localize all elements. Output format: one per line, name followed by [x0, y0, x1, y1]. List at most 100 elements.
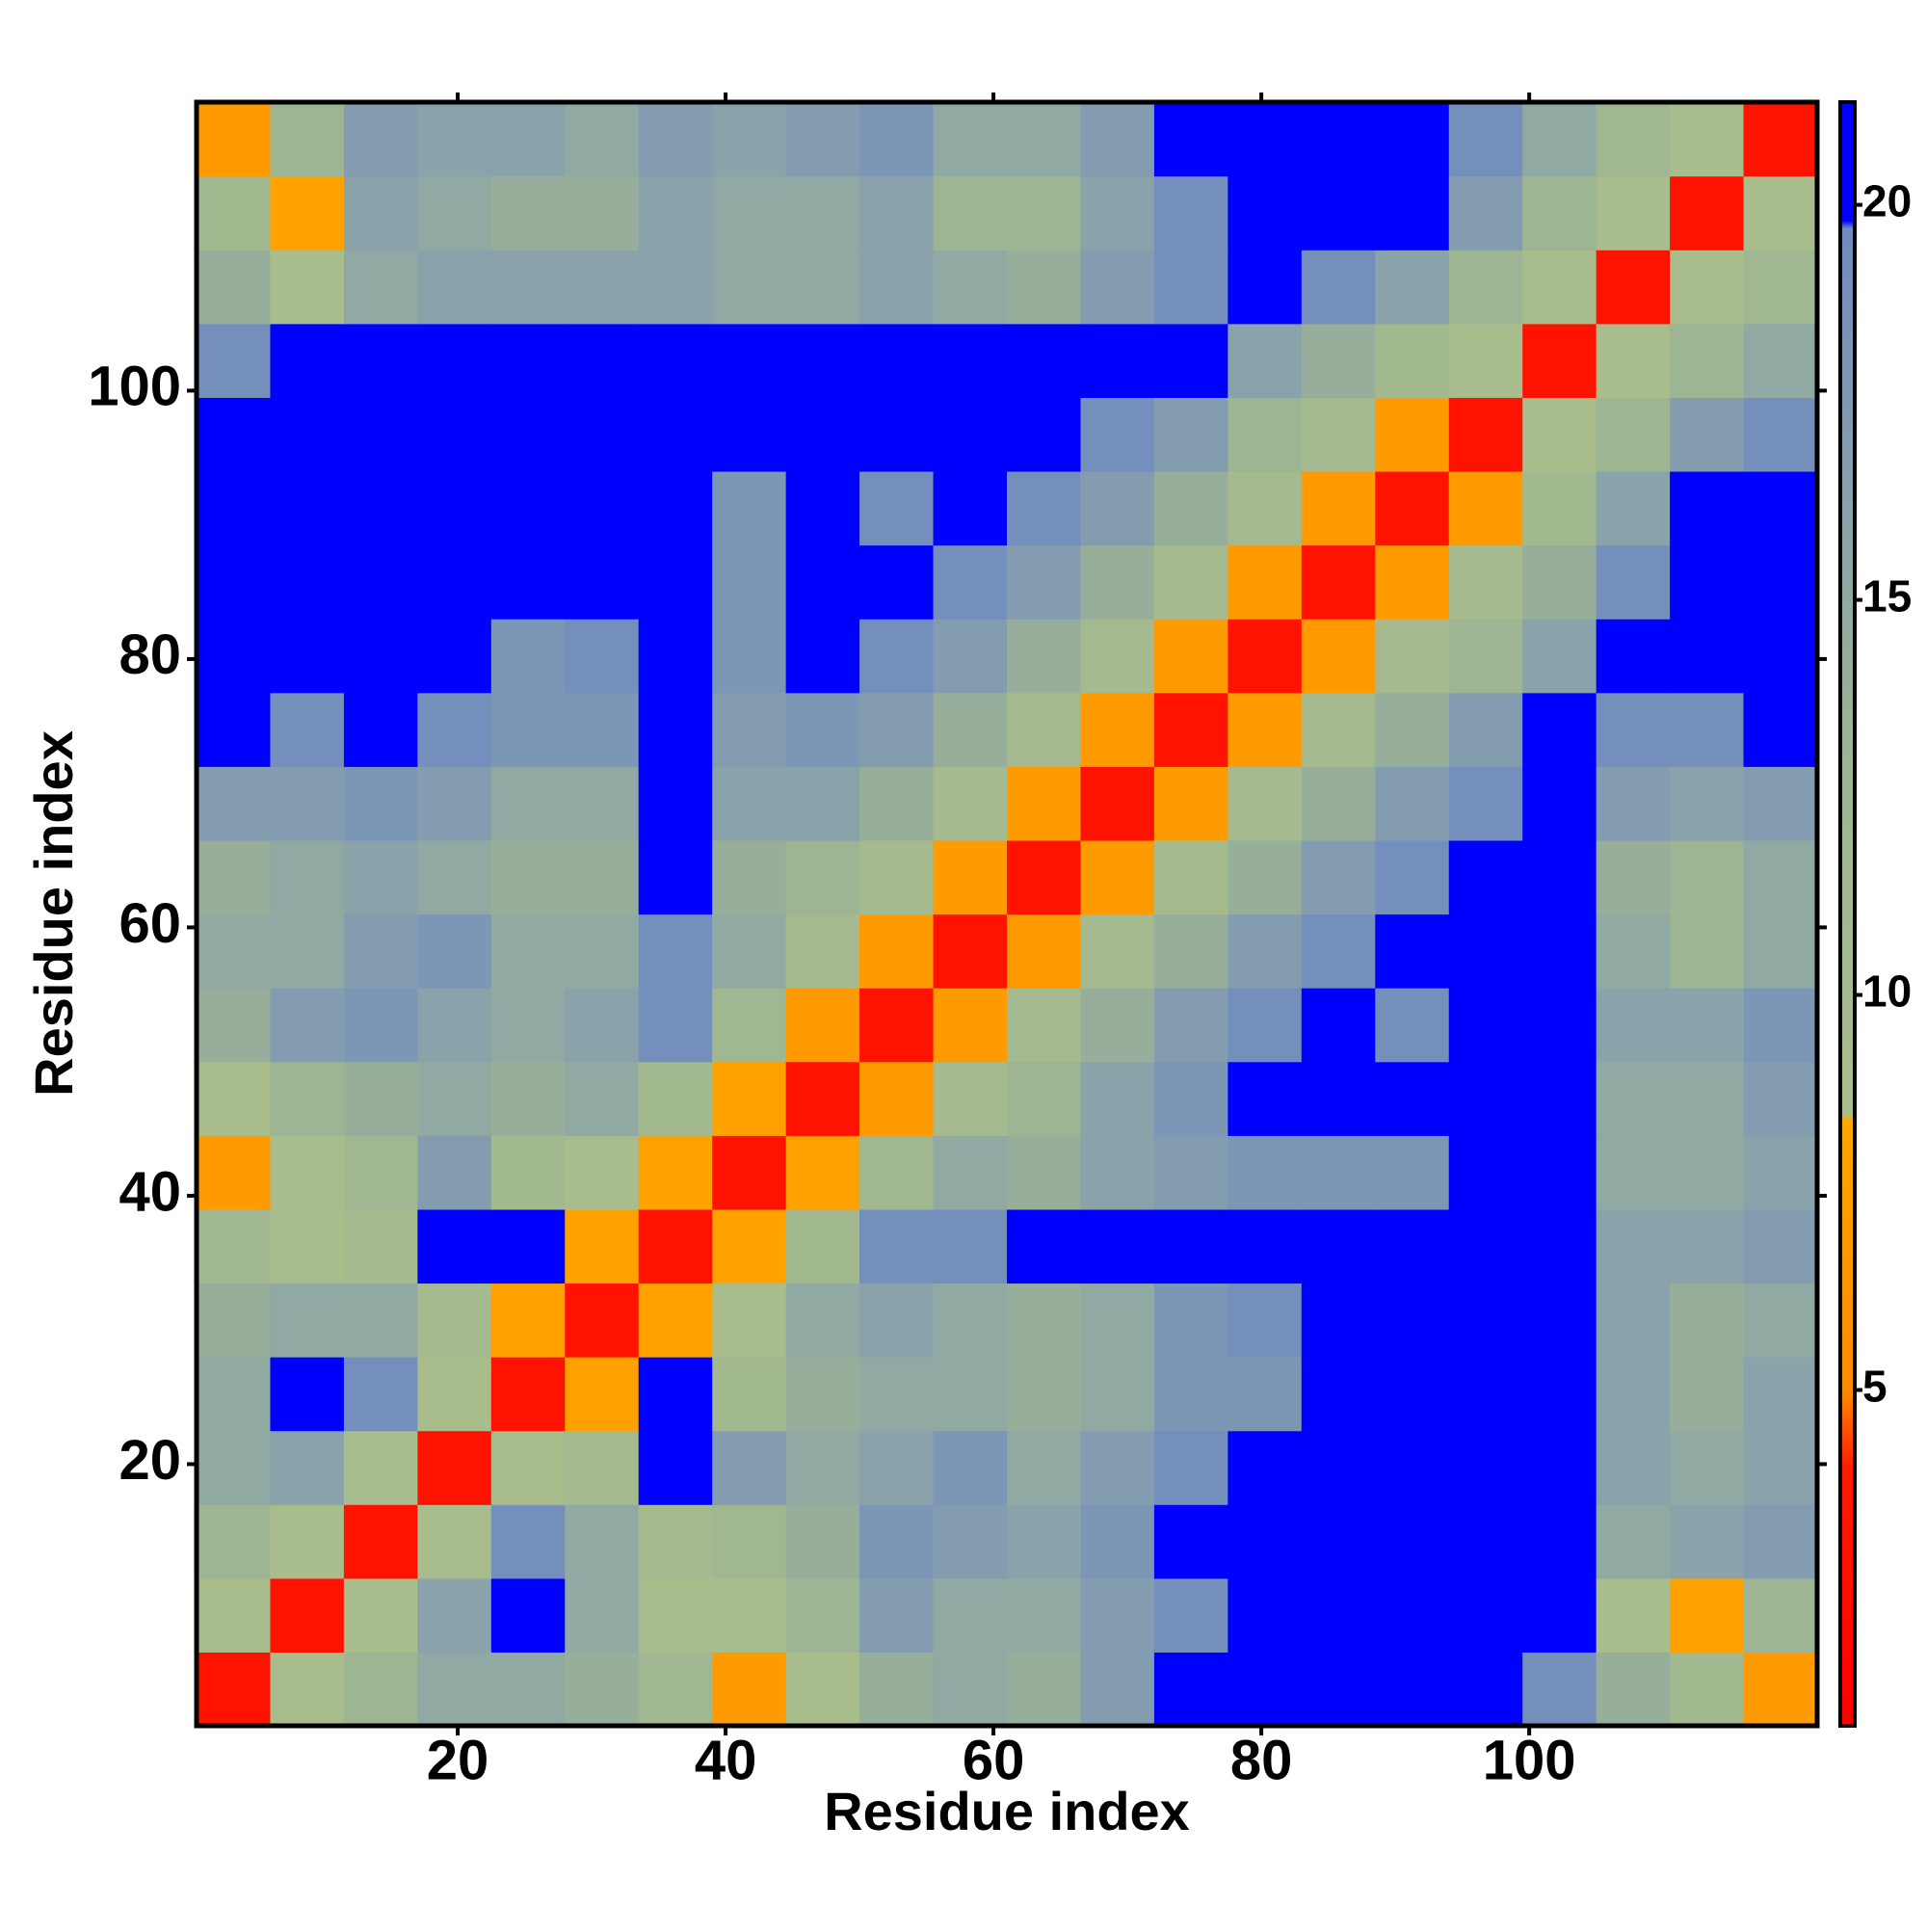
heatmap-cell [1007, 1430, 1082, 1505]
heatmap-cell [1448, 1577, 1523, 1654]
heatmap-cell [933, 1430, 1008, 1505]
heatmap-cell [1743, 323, 1818, 398]
heatmap-cell [1227, 397, 1303, 472]
heatmap-cell [1007, 839, 1082, 915]
heatmap-cell [1301, 913, 1376, 989]
heatmap-cell [712, 766, 787, 841]
heatmap-cell [1153, 1652, 1228, 1727]
heatmap-cell [1153, 1430, 1228, 1505]
heatmap-cell [712, 1061, 787, 1136]
heatmap-cell [785, 1283, 860, 1358]
heatmap-cell [343, 175, 418, 251]
heatmap-cell [1301, 323, 1376, 398]
heatmap-cell [270, 1357, 345, 1432]
heatmap-cell [859, 544, 935, 620]
heatmap-cell [1153, 766, 1228, 841]
heatmap-cell [1301, 470, 1376, 546]
heatmap-cell [270, 544, 345, 620]
heatmap-cell [1007, 1061, 1082, 1136]
heatmap-cell [1301, 1357, 1376, 1432]
heatmap-cell [1522, 1208, 1597, 1284]
heatmap-cell [1227, 1577, 1303, 1654]
heatmap-cell [1227, 988, 1303, 1063]
heatmap-cell [785, 1135, 860, 1210]
heatmap-cell [785, 913, 860, 989]
heatmap-cell [638, 1135, 713, 1210]
heatmap-cell [1596, 544, 1671, 620]
heatmap-cell [1227, 102, 1303, 177]
heatmap-cell [1596, 1357, 1671, 1432]
heatmap-cell [1080, 988, 1155, 1063]
heatmap-cell [490, 1652, 566, 1727]
heatmap-cell [270, 1504, 345, 1579]
heatmap-cell [1153, 397, 1228, 472]
heatmap-cell [1080, 839, 1155, 915]
heatmap-cell [1153, 619, 1228, 694]
heatmap-cell [490, 397, 566, 472]
heatmap-cell [197, 102, 272, 177]
heatmap-cell [490, 839, 566, 915]
y-tick-label: 40 [119, 1160, 181, 1223]
heatmap-cell [785, 1430, 860, 1505]
colorbar [1838, 100, 1857, 1728]
heatmap-cell [343, 1577, 418, 1654]
heatmap-cell [343, 766, 418, 841]
heatmap-cell [1153, 544, 1228, 620]
heatmap-cell [197, 766, 272, 841]
heatmap-cell [270, 839, 345, 915]
heatmap-cell [859, 470, 935, 546]
heatmap-cell [197, 692, 272, 767]
heatmap-cell [1301, 175, 1376, 251]
heatmap-cell [638, 619, 713, 694]
heatmap-cell [1007, 1577, 1082, 1654]
heatmap-cell [712, 1430, 787, 1505]
heatmap-cell [417, 544, 492, 620]
heatmap-cell [197, 1504, 272, 1579]
heatmap-cell [1448, 175, 1523, 251]
heatmap-cell [1375, 250, 1450, 325]
heatmap-cell [1522, 102, 1597, 177]
heatmap-cell [343, 102, 418, 177]
heatmap-cell [565, 544, 640, 620]
heatmap-cell [1743, 766, 1818, 841]
heatmap-cell [1080, 102, 1155, 177]
heatmap-cell [565, 1061, 640, 1136]
heatmap-cell [1670, 250, 1745, 325]
heatmap-cell [270, 988, 345, 1063]
heatmap-cell [343, 839, 418, 915]
heatmap-cell [1375, 1357, 1450, 1432]
heatmap-cell [1743, 1061, 1818, 1136]
heatmap-cell [1007, 1652, 1082, 1727]
heatmap-cell [343, 1135, 418, 1210]
heatmap-cell [1596, 839, 1671, 915]
heatmap-cell [1227, 766, 1303, 841]
heatmap-cell [1375, 1061, 1450, 1136]
heatmap-cell [1375, 1504, 1450, 1579]
heatmap-cell [1301, 1504, 1376, 1579]
y-tick-label: 80 [119, 623, 181, 686]
heatmap-cell [417, 1061, 492, 1136]
heatmap-cell [1080, 397, 1155, 472]
y-tick-label: 20 [119, 1429, 181, 1492]
heatmap-cell [1743, 544, 1818, 620]
heatmap-cell [1153, 988, 1228, 1063]
heatmap-cell [785, 102, 860, 177]
heatmap-cell [197, 470, 272, 546]
heatmap-cell [1743, 1652, 1818, 1727]
heatmap-cell [1743, 913, 1818, 989]
heatmap-cell [1375, 692, 1450, 767]
heatmap-cell [565, 1357, 640, 1432]
heatmap-cell [1670, 1357, 1745, 1432]
heatmap-cell [933, 1283, 1008, 1358]
heatmap-cell [859, 619, 935, 694]
heatmap-cell [1743, 470, 1818, 546]
heatmap-cell [638, 1283, 713, 1358]
heatmap-cell [1080, 1061, 1155, 1136]
heatmap-cell [1227, 619, 1303, 694]
x-tick-label: 80 [1230, 1729, 1293, 1791]
heatmap-cell [270, 397, 345, 472]
heatmap-cell [859, 397, 935, 472]
heatmap-cell [933, 323, 1008, 398]
heatmap-cell [638, 1504, 713, 1579]
heatmap-cell [1301, 766, 1376, 841]
